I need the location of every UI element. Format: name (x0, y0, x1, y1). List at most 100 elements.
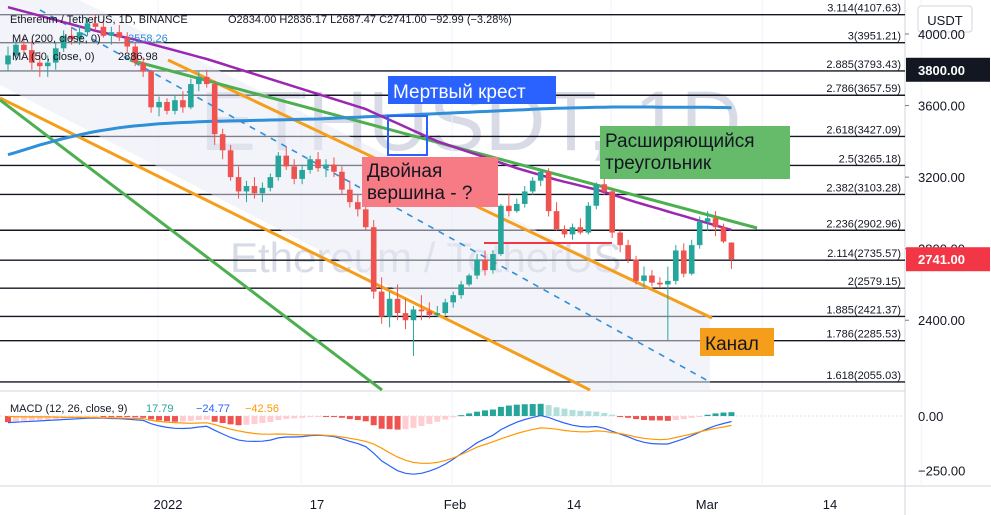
macd-hist-bar (338, 416, 345, 418)
macd-hist-bar (672, 416, 679, 420)
candle-body (52, 48, 59, 63)
annotation-death-cross[interactable]: Мертвый крест (387, 76, 556, 156)
macd-line (7, 414, 732, 475)
candle-body (537, 171, 544, 181)
candle-body (673, 250, 679, 281)
currency-label[interactable]: USDT (927, 13, 962, 28)
annotation-double-top[interactable]: Двойная вершина - ? (362, 157, 498, 207)
candle-body (116, 32, 123, 38)
candle-body (323, 164, 329, 169)
candle-body (386, 298, 393, 317)
candle-body (402, 313, 409, 321)
macd-hist-bar (84, 416, 91, 418)
macd-hist-bar (402, 416, 409, 430)
macd-hist-bar (704, 414, 711, 417)
macd-hist-bar (553, 407, 560, 417)
time-tick-label: 17 (310, 497, 324, 512)
candle-body (211, 84, 218, 135)
macd-hist-bar (466, 413, 473, 417)
candle-body (466, 275, 472, 285)
candle-body (617, 232, 623, 246)
candle-body (529, 180, 536, 192)
candle-body (339, 171, 345, 190)
candle-body (569, 227, 576, 235)
macd-hist-bar (148, 416, 155, 420)
macd-hist-bar (728, 412, 735, 417)
macd-hist-bar (12, 416, 19, 422)
ohlc-values: O2834.00 H2836.17 L2687.47 C2741.00 −92.… (228, 14, 512, 26)
macd-hist-bar (664, 416, 671, 421)
macd-hist-bar (489, 409, 496, 417)
candle-body (68, 35, 75, 40)
macd-hist-bar (116, 416, 123, 418)
candle-body (442, 302, 449, 314)
macd-hist-bar (482, 410, 488, 417)
candle-body (259, 187, 266, 194)
macd-hist-bar (688, 416, 695, 418)
candle-body (474, 259, 480, 276)
candle-body (394, 298, 401, 314)
price-axis[interactable]: USDT4000.003600.003200.002800.002400.003… (905, 5, 990, 479)
candle-body (498, 205, 504, 255)
fib-level-label: 1.786(2285.53) (826, 329, 901, 341)
macd-hist-bar (291, 416, 298, 419)
macd-hist-bar (20, 416, 27, 421)
macd-hist-bar (76, 416, 83, 418)
candle-body (124, 37, 131, 47)
candle-body (458, 284, 464, 296)
macd-hist-bar (458, 415, 465, 417)
candle-body (315, 159, 321, 169)
annotation-channel[interactable]: Канал (700, 328, 774, 356)
macd-hist-bar (696, 416, 703, 418)
macd-hist-bar (140, 416, 147, 418)
currency-box[interactable] (917, 5, 973, 33)
macd-line-value: −24.77 (196, 403, 230, 415)
macd-hist-bar (275, 416, 282, 420)
candle-body (251, 186, 258, 194)
fib-level-label: 2.5(3265.18) (839, 153, 901, 165)
channel-fill (0, 0, 710, 390)
candle-body (553, 211, 560, 229)
macd-hist-bar (283, 416, 290, 419)
candle-body (585, 205, 592, 233)
macd-hist-bar (171, 416, 178, 422)
level-tag-label: 3800.00 (918, 63, 965, 78)
death-cross-bg (388, 76, 556, 104)
macd-hist-bar (330, 416, 337, 418)
ma200-line (7, 105, 732, 157)
macd-hist-bar (156, 416, 163, 421)
time-tick-label: 14 (567, 497, 581, 512)
candle-body (188, 84, 194, 108)
fib-level-label: 3(3951.21) (848, 31, 901, 43)
candle-body (545, 171, 552, 212)
macd-hist-bar (442, 416, 449, 420)
candle-body (172, 100, 178, 111)
ma2-value: 2886.98 (118, 51, 158, 63)
time-axis[interactable]: 2022 17 Feb 14 Mar 14 (154, 497, 838, 512)
triangle-label: Расширяющийся треугольник (605, 131, 755, 174)
macd-hist-bar (545, 405, 552, 417)
candle-body (434, 313, 441, 315)
annotation-line: вершина - ? (367, 183, 472, 204)
price-tick-label: 3600.00 (918, 99, 965, 114)
macd-hist-bar (434, 416, 441, 422)
candle-body (561, 228, 568, 235)
macd-hist-value: 17.79 (146, 403, 174, 415)
time-tick-label: 14 (823, 497, 837, 512)
candle-body (196, 76, 202, 85)
candle-body (641, 275, 647, 281)
candle-body (410, 309, 417, 321)
candle-body (347, 189, 353, 203)
candle-body (355, 202, 361, 210)
candle-body (362, 209, 369, 228)
candle-body (609, 191, 615, 233)
macd-hist-bar (529, 404, 536, 417)
time-tick-label: Feb (444, 497, 466, 512)
annotation-triangle[interactable]: Расширяющийся треугольник (600, 126, 790, 179)
fib-level-label: 1.618(2055.03) (826, 370, 901, 382)
macd-hist-bar (593, 411, 600, 417)
macd-hist-bar (28, 416, 35, 421)
